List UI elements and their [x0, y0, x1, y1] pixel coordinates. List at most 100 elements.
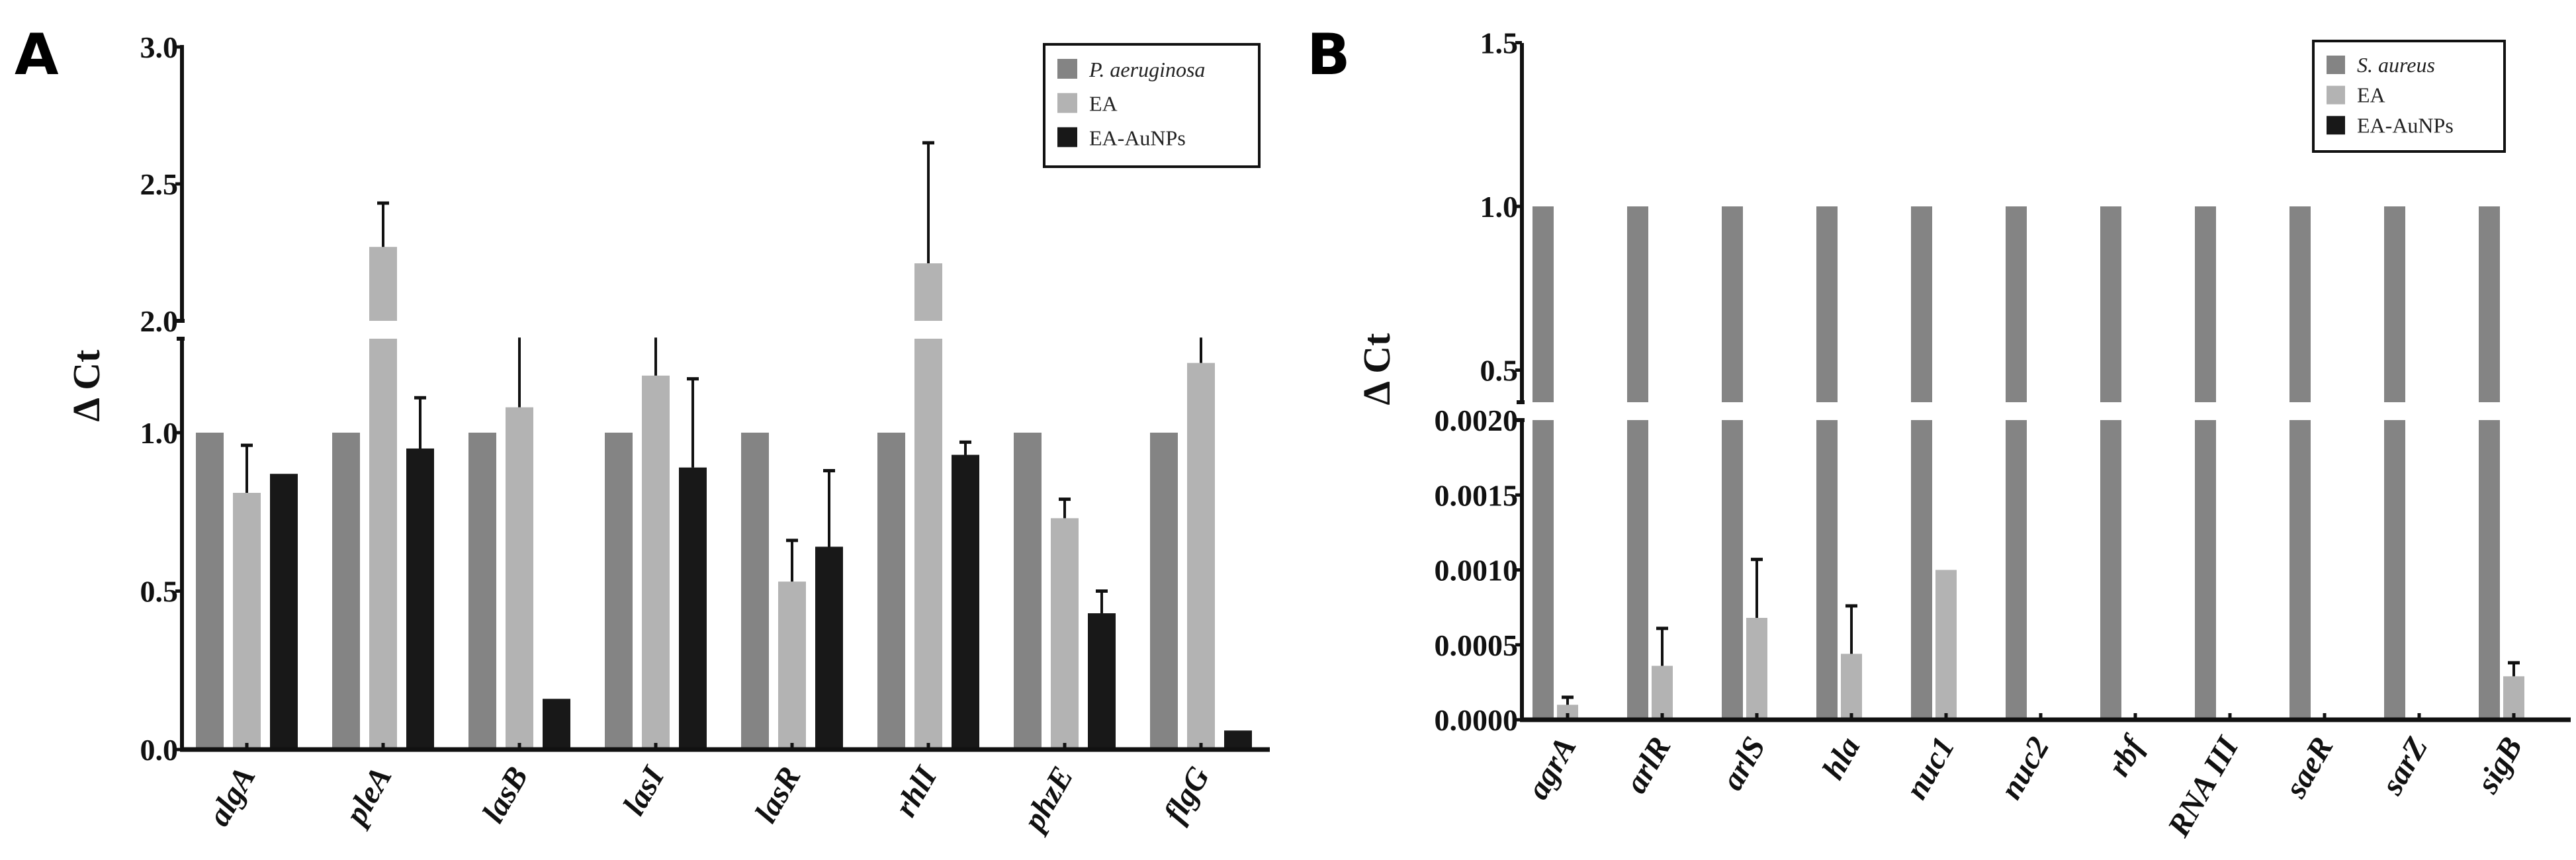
bar-lasB-0	[468, 433, 496, 750]
bar-rhlI-1	[914, 263, 942, 321]
bar-lower-nuc2-0	[2006, 420, 2027, 720]
bar-flgG-2	[1224, 730, 1252, 750]
bar-hla-0	[1816, 206, 1838, 402]
bar-algA-2	[270, 474, 298, 750]
x-tick-label-algA: algA	[201, 761, 263, 832]
bar-lower-arlR-0	[1627, 420, 1648, 720]
x-tick-label-rhlI: rhlI	[888, 759, 945, 823]
bar-pleA-2	[406, 448, 434, 750]
bar-pleA-0	[332, 433, 360, 750]
y-axis-label: Δ Ct	[1355, 333, 1398, 406]
legend: P. aeruginosa EA EA-AuNPs	[1043, 43, 1261, 168]
x-tick-label-phzE: phzE	[1015, 761, 1081, 839]
bar-nuc1-0	[1911, 206, 1932, 402]
x-tick-label-rbf: rbf	[2101, 729, 2152, 783]
x-tick-label-lasR: lasR	[748, 761, 808, 829]
x-tick-label-flgG: flgG	[1157, 761, 1217, 829]
legend: S. aureus EA EA-AuNPs	[2312, 40, 2506, 153]
legend-swatch	[2327, 85, 2345, 105]
bar-lasB-2	[543, 699, 570, 750]
legend-swatch	[2327, 56, 2345, 74]
y-tick-label: 1.5	[1480, 26, 1519, 60]
x-tick-label-sarZ: sarZ	[2374, 731, 2435, 801]
legend-box	[2312, 40, 2506, 153]
bar-lasB-1	[506, 407, 533, 750]
legend-label: P. aeruginosa	[1088, 58, 1205, 81]
bar-lower-rhlI-1	[914, 339, 942, 750]
x-tick-label-arlR: arlR	[1619, 731, 1678, 799]
y-tick-label: 2.0	[140, 304, 179, 338]
bar-rhlI-2	[952, 454, 979, 750]
x-tick-label-saeR: saeR	[2278, 731, 2340, 804]
y-tick-label: 2.5	[140, 167, 179, 201]
bar-arlR-0	[1627, 206, 1648, 402]
legend-swatch	[2327, 116, 2345, 135]
bar-agrA-0	[1532, 206, 1554, 402]
legend-label: EA-AuNPs	[2357, 113, 2454, 137]
x-tick-label-hla: hla	[1816, 731, 1867, 785]
x-tick-label-agrA: agrA	[1520, 731, 1583, 805]
bar-flgG-0	[1150, 433, 1178, 750]
bar-nuc1-1	[1935, 570, 1957, 720]
axis-break-gap	[1526, 404, 2575, 419]
x-tick-label-sigB: sigB	[2469, 731, 2529, 800]
chart-panel-a: A Δ Ct 0.0 0.5 1.0 2.0 2.5 3.0 algA pleA lasB lasI l…	[15, 22, 1274, 839]
bar-lower-rbf-0	[2100, 420, 2121, 720]
bar-lower-nuc1-0	[1911, 420, 1932, 720]
x-tick-label-arlS: arlS	[1714, 731, 1772, 796]
legend-box	[1043, 43, 1261, 168]
y-tick-label: 1.0	[1480, 190, 1519, 224]
bar-phzE-1	[1051, 518, 1079, 750]
x-tick-label-pleA: pleA	[337, 761, 398, 832]
y-tick-label: 0.0000	[1435, 703, 1519, 737]
bar-rbf-0	[2100, 206, 2121, 402]
bar-pleA-1	[369, 247, 397, 321]
y-axis-label: Δ Ct	[65, 349, 108, 422]
bar-lasR-0	[741, 433, 769, 750]
bar-arlR-1	[1652, 666, 1673, 720]
legend-label: EA-AuNPs	[1089, 126, 1186, 150]
x-tick-label-RNA-III: RNA III	[2160, 730, 2246, 843]
bar-rhlI-0	[877, 433, 905, 750]
legend-label: S. aureus	[2357, 53, 2435, 77]
x-tick-label-lasI: lasI	[616, 759, 672, 821]
bar-lower-saeR-0	[2289, 420, 2311, 720]
panel-letter: A	[15, 22, 59, 88]
bar-sigB-1	[2503, 676, 2524, 720]
bar-sigB-0	[2479, 206, 2500, 402]
legend-swatch	[1057, 93, 1077, 113]
bar-algA-1	[233, 493, 261, 750]
bar-lower-RNA III-0	[2195, 420, 2216, 720]
y-tick-label: 0.0005	[1435, 628, 1519, 662]
x-tick-label-nuc2: nuc2	[1993, 731, 2056, 805]
chart-panel-b: B Δ Ct 0.0000 0.0005 0.0010 0.0015 0.0020 0.5 1.…	[1307, 22, 2575, 843]
y-tick-label: 1.0	[140, 416, 179, 450]
y-tick-label: 0.5	[1480, 354, 1519, 388]
bar-lasR-2	[815, 546, 843, 750]
axis-break-gap	[186, 322, 1274, 337]
bar-lower-sarZ-0	[2384, 420, 2405, 720]
bar-flgG-1	[1187, 363, 1215, 750]
bar-hla-1	[1841, 654, 1862, 720]
y-tick-label: 0.5	[140, 575, 179, 609]
legend-swatch	[1057, 127, 1077, 148]
bar-nuc2-0	[2006, 206, 2027, 402]
legend-swatch	[1057, 59, 1077, 79]
bar-algA-0	[196, 433, 224, 750]
y-tick-label: 0.0010	[1435, 554, 1519, 587]
bar-lower-agrA-0	[1532, 420, 1554, 720]
y-tick-label: 3.0	[140, 30, 179, 64]
bar-sarZ-0	[2384, 206, 2405, 402]
x-tick-label-lasB: lasB	[476, 761, 535, 829]
bar-arlS-1	[1746, 617, 1767, 720]
bar-arlS-0	[1722, 206, 1743, 402]
bar-lower-pleA-1	[369, 339, 397, 750]
x-tick-label-nuc1: nuc1	[1898, 731, 1961, 805]
bar-phzE-0	[1014, 433, 1042, 750]
bar-saeR-0	[2289, 206, 2311, 402]
bar-phzE-2	[1088, 613, 1116, 750]
legend-label: EA	[2357, 83, 2385, 107]
y-tick-label: 0.0020	[1435, 404, 1519, 437]
bar-lower-sigB-0	[2479, 420, 2500, 720]
